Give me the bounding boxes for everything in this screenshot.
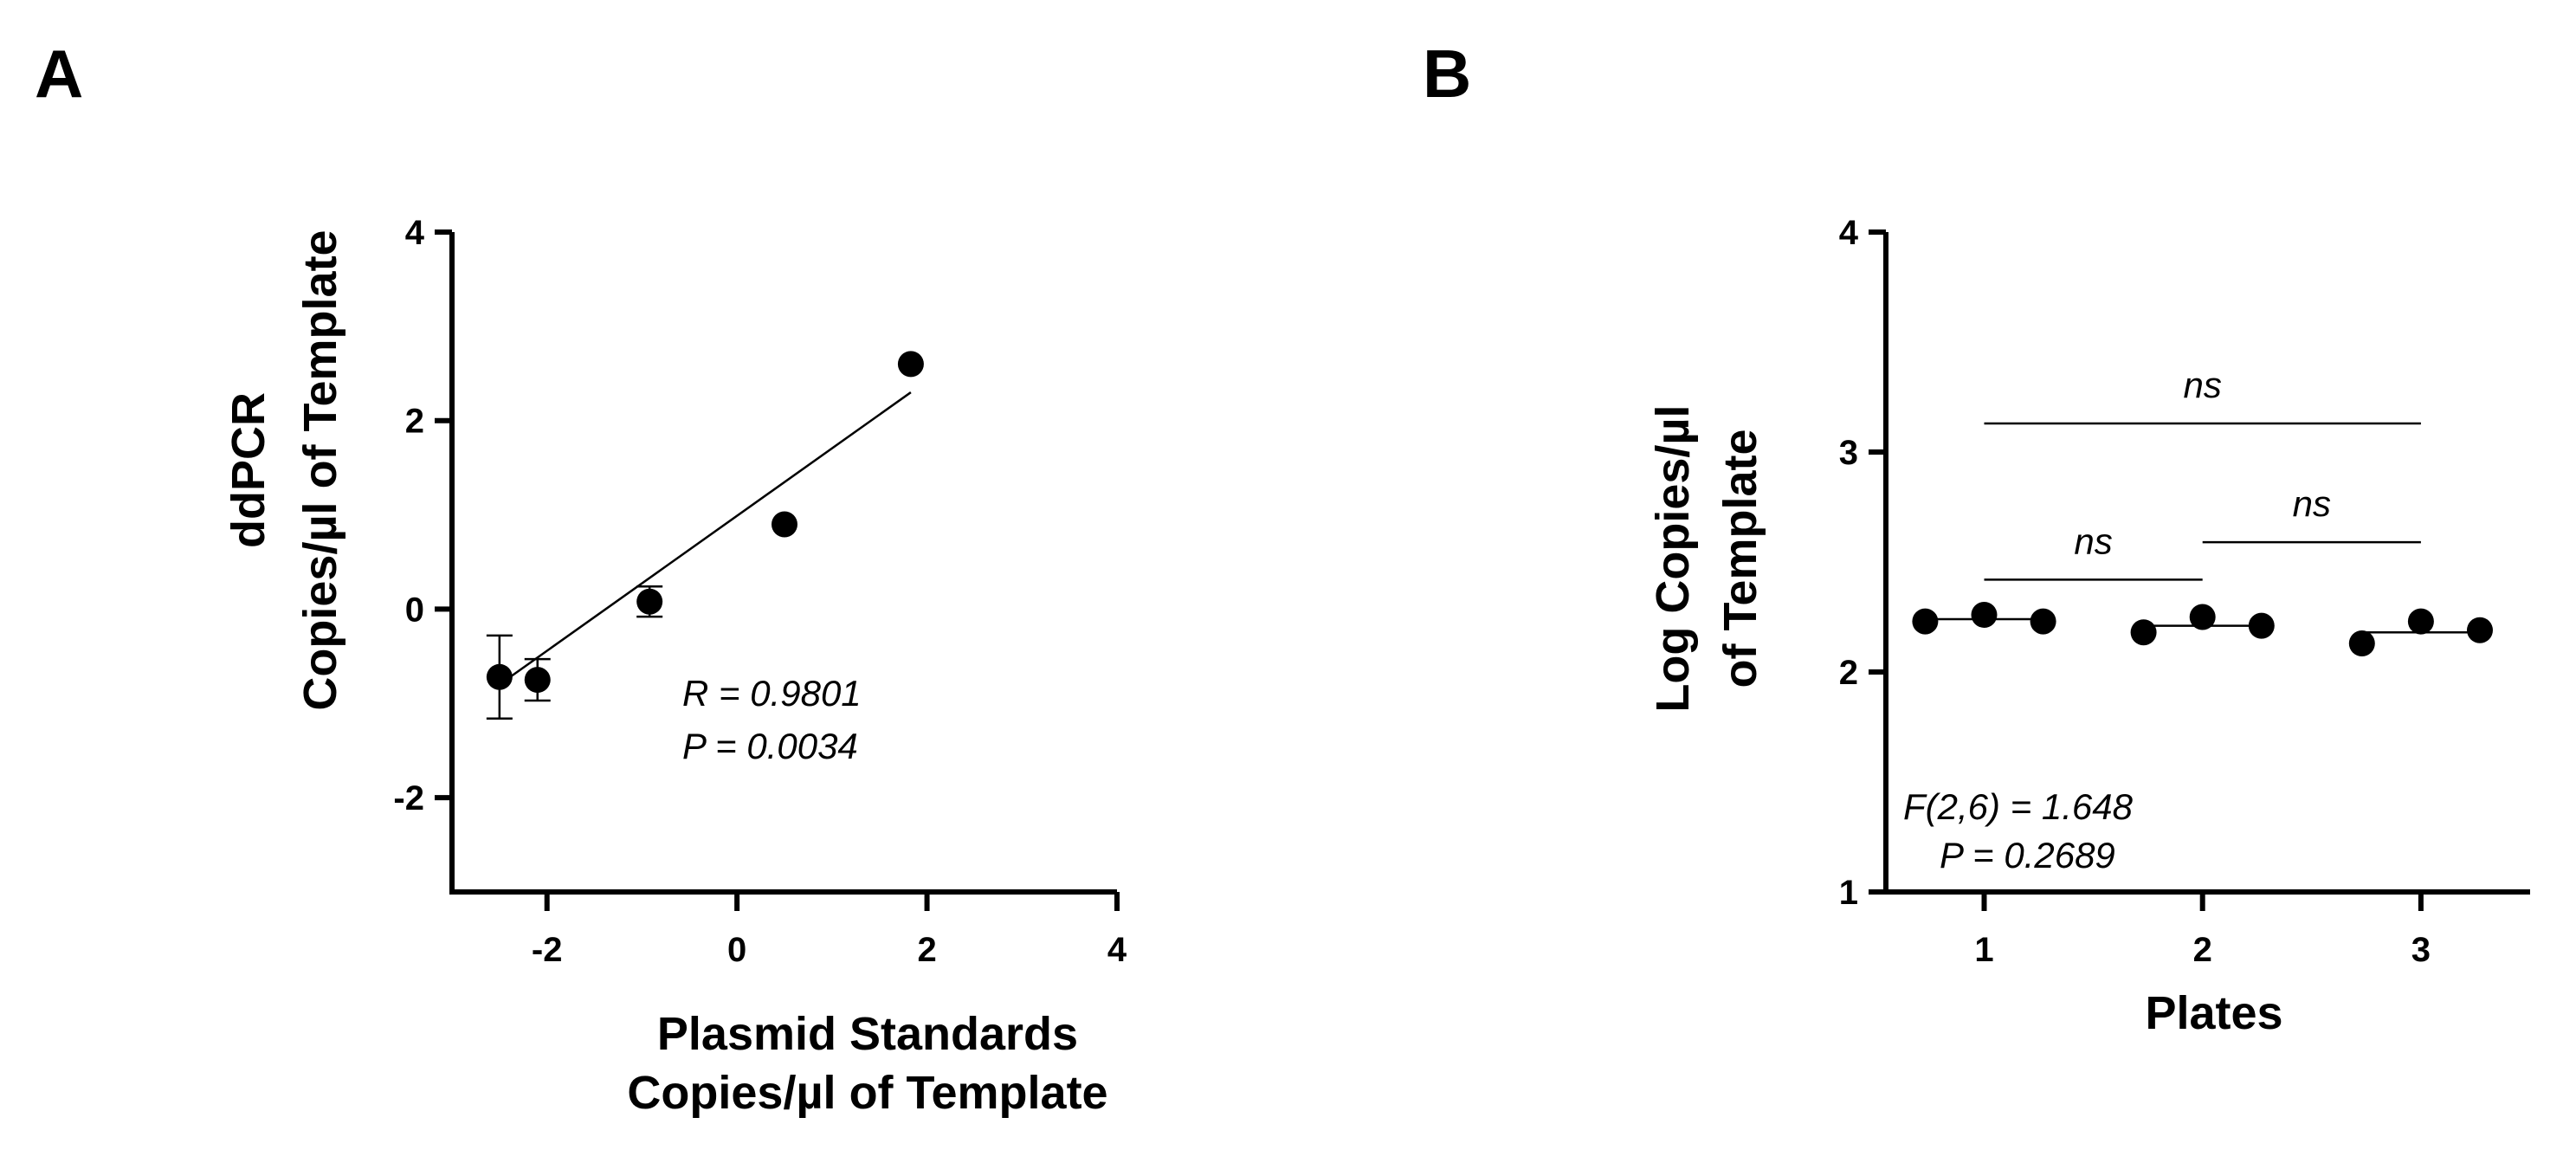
panel-b-y-tick-label: 4 <box>1839 214 1859 252</box>
panel-b-data-point <box>2030 608 2056 635</box>
panel-b-f-annotation: F(2,6) = 1.648 <box>1903 786 2134 827</box>
panel-b-axes: 1 2 3 4 1 2 3 <box>1839 214 2530 969</box>
panel-b-data-point <box>2189 604 2216 630</box>
panel-b-x-tick-label: 1 <box>1974 931 1993 969</box>
panel-a-fit-line <box>499 391 912 686</box>
panel-b-data-point <box>1912 608 1939 635</box>
panel-a-xlabel-line2: Copies/µl of Template <box>627 1067 1107 1119</box>
panel-b-data-point <box>2348 630 2375 656</box>
panel-a-axes: -2 0 2 4 -2 0 2 4 <box>393 214 1127 969</box>
panel-a-y-tick-label: 0 <box>405 591 424 629</box>
panel-a-data-point <box>486 663 513 690</box>
panel-b-marks: ns ns ns <box>1912 365 2493 656</box>
panel-a-ylabel-line2: Copies/µl of Template <box>294 229 346 710</box>
panel-b-y-tick-label: 2 <box>1839 654 1858 692</box>
panel-a-x-tick-label: 2 <box>917 931 936 969</box>
panel-b-data-point <box>1971 601 1998 628</box>
panel-a-x-tick-label: 0 <box>727 931 746 969</box>
panel-b-data-point <box>2407 608 2434 635</box>
panel-a-data-point <box>897 351 924 378</box>
panel-a-r-annotation: R = 0.9801 <box>682 673 862 714</box>
panel-b-ylabel-line2: of Template <box>1714 429 1766 688</box>
panel-a-y-tick-label: -2 <box>393 779 424 817</box>
panel-b-data-point <box>2466 617 2493 643</box>
panel-b-comparison-label: ns <box>2184 365 2222 405</box>
panel-a-x-tick-label: 4 <box>1107 931 1127 969</box>
panel-b-letter: B <box>1423 36 1471 112</box>
panel-b-x-tick-label: 3 <box>2411 931 2431 969</box>
panel-a-x-tick-label: -2 <box>532 931 563 969</box>
panel-a-data-point <box>772 511 797 538</box>
panel-b-xlabel: Plates <box>2145 987 2282 1039</box>
panel-a-marks <box>486 351 924 720</box>
panel-b-y-tick-label: 3 <box>1839 434 1858 472</box>
panel-b-comparison-label: ns <box>2074 520 2112 561</box>
panel-b: B 1 2 3 4 1 2 3 ns ns ns Plates Log Copies/µl of… <box>1423 36 2530 1039</box>
panel-a-ylabel-line1: ddPCR <box>223 392 274 548</box>
panel-a-letter: A <box>35 36 83 112</box>
panel-a-data-point <box>524 667 551 694</box>
panel-b-comparison-label: ns <box>2293 483 2331 524</box>
panel-b-data-point <box>2248 612 2275 639</box>
panel-b-x-tick-label: 2 <box>2193 931 2212 969</box>
panel-b-y-tick-label: 1 <box>1839 874 1858 912</box>
panel-a-y-tick-label: 4 <box>405 214 425 252</box>
panel-a-y-tick-label: 2 <box>405 403 424 441</box>
panel-a-xlabel-line1: Plasmid Standards <box>657 1008 1078 1060</box>
panel-a-p-annotation: P = 0.0034 <box>682 726 858 766</box>
panel-b-p-annotation: P = 0.2689 <box>1940 835 2115 875</box>
panel-b-data-point <box>2130 619 2157 646</box>
panel-b-ylabel-line1: Log Copies/µl <box>1647 404 1699 712</box>
panel-a-data-point <box>636 588 663 615</box>
panel-a: A -2 0 2 4 -2 0 2 4 Plasmid Standards Copies/µl… <box>35 36 1127 1119</box>
